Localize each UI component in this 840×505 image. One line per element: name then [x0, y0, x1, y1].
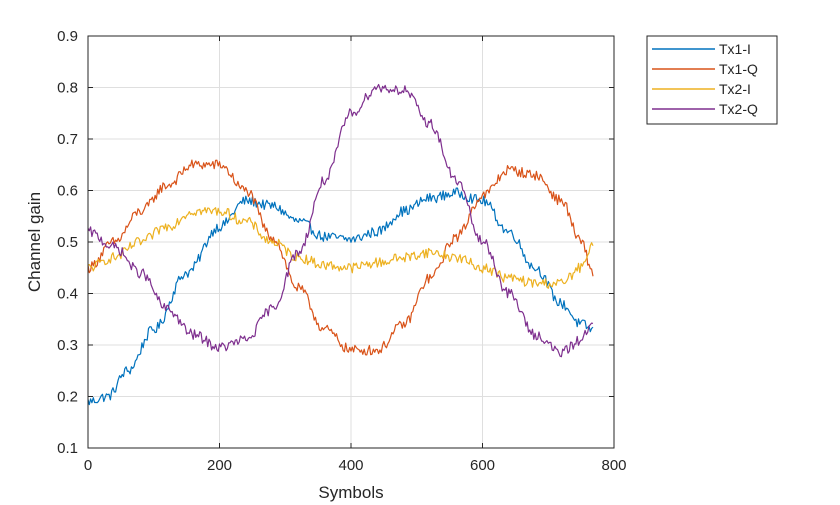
x-tick-label: 200 — [207, 457, 232, 474]
y-tick-label: 0.1 — [57, 440, 78, 457]
x-tick-label: 600 — [470, 457, 495, 474]
legend-label-tx2-i: Tx2-I — [719, 81, 751, 97]
y-tick-label: 0.6 — [57, 183, 78, 200]
legend-label-tx1-q: Tx1-Q — [719, 61, 758, 77]
x-tick-label: 400 — [338, 457, 363, 474]
y-tick-label: 0.2 — [57, 389, 78, 406]
legend-label-tx2-q: Tx2-Q — [719, 101, 758, 117]
tick-labels: 0 200 400 600 800 0.1 0.2 0.3 0.4 0.5 0.6 0.7 0.8 0.9 — [57, 28, 626, 474]
series-lines — [87, 83, 594, 406]
y-tick-label: 0.4 — [57, 286, 78, 303]
series-line-tx2-i — [87, 207, 594, 289]
y-axis-label: Channel gain — [25, 192, 44, 292]
series-line-tx1-q — [87, 159, 594, 356]
x-tick-label: 800 — [601, 457, 626, 474]
x-axis-label: Symbols — [318, 483, 383, 502]
y-tick-label: 0.5 — [57, 234, 78, 251]
y-tick-label: 0.7 — [57, 131, 78, 148]
legend: Tx1-I Tx1-Q Tx2-I Tx2-Q — [646, 35, 778, 125]
y-tick-label: 0.8 — [57, 80, 78, 97]
x-tick-label: 0 — [84, 457, 92, 474]
series-line-tx1-i — [87, 187, 594, 406]
y-tick-label: 0.3 — [57, 337, 78, 354]
y-tick-label: 0.9 — [57, 28, 78, 45]
legend-label-tx1-i: Tx1-I — [719, 41, 751, 57]
ticks — [87, 35, 615, 449]
series-line-tx2-q — [87, 83, 594, 358]
